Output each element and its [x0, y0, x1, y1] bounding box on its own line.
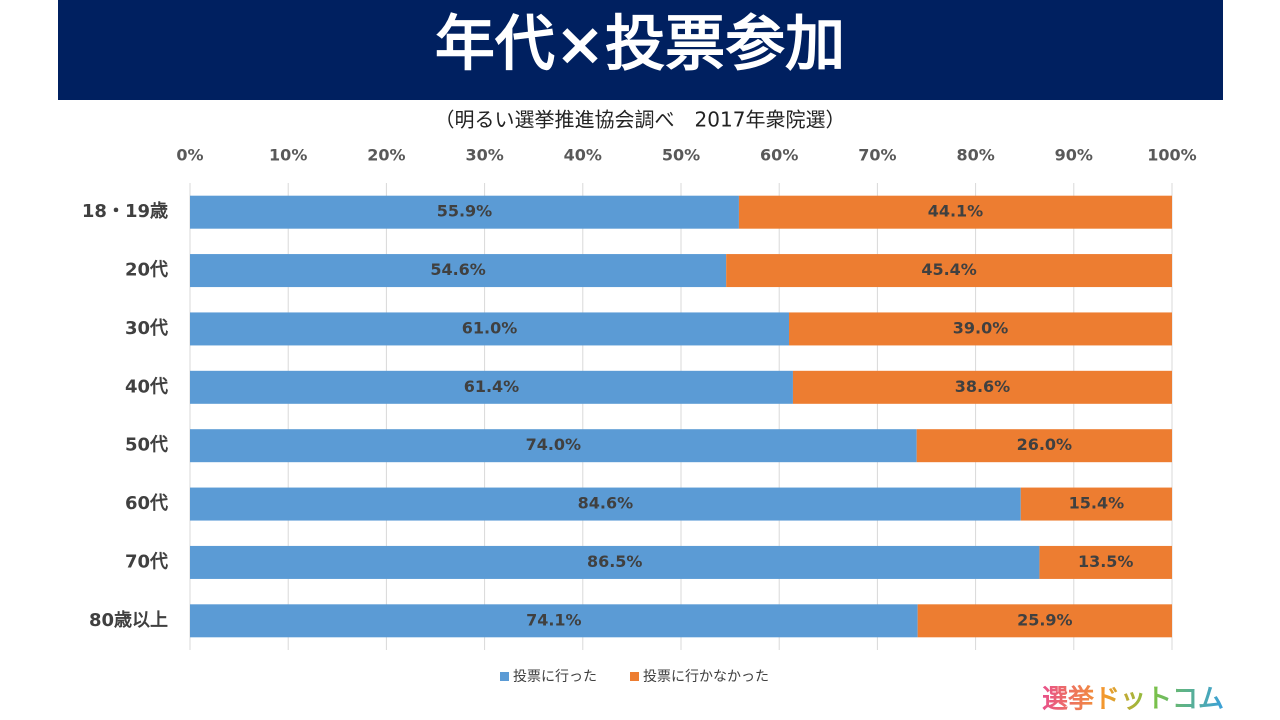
bar-segment [190, 604, 918, 638]
x-tick-label: 60% [760, 146, 798, 165]
y-tick-label: 50代 [125, 435, 168, 456]
data-label: 25.9% [1017, 610, 1073, 629]
x-tick-label: 0% [176, 146, 203, 165]
legend-label: 投票に行った [513, 669, 597, 685]
y-tick-label: 30代 [125, 318, 168, 339]
bar-segment [190, 487, 1021, 521]
bar-segment [190, 312, 790, 346]
data-label: 74.1% [526, 610, 582, 629]
data-label: 38.6% [955, 377, 1011, 396]
x-tick-label: 10% [269, 146, 307, 165]
data-label: 61.4% [464, 377, 520, 396]
data-label: 39.0% [953, 318, 1009, 337]
bar-segment [789, 312, 1172, 346]
data-label: 45.4% [921, 260, 977, 279]
x-tick-label: 40% [564, 146, 602, 165]
x-tick-label: 50% [662, 146, 700, 165]
bar-segment [726, 254, 1172, 288]
x-tick-label: 90% [1055, 146, 1093, 165]
data-label: 61.0% [462, 318, 518, 337]
bar-segment [190, 254, 727, 288]
y-tick-label: 18・19歳 [82, 201, 168, 222]
y-tick-label: 60代 [125, 493, 168, 514]
bar-segment [190, 545, 1040, 579]
data-label: 84.6% [578, 494, 634, 513]
bar-segment [190, 370, 793, 404]
y-tick-label: 40代 [125, 376, 168, 397]
chart-title: 年代×投票参加 [435, 10, 845, 80]
y-tick-label: 20代 [125, 260, 168, 281]
data-label: 44.1% [928, 202, 984, 221]
data-label: 54.6% [430, 260, 486, 279]
y-tick-label: 70代 [125, 551, 168, 572]
bar-segment [916, 429, 1172, 463]
bar-segment [792, 370, 1172, 404]
data-label: 74.0% [526, 435, 582, 454]
bar-segment [190, 429, 917, 463]
bar-segment [738, 195, 1172, 229]
data-label: 13.5% [1078, 552, 1134, 571]
bar-segment [917, 604, 1172, 638]
title-banner [58, 0, 1223, 100]
logo: 選挙ドットコム [1042, 685, 1224, 715]
x-tick-label: 30% [465, 146, 503, 165]
x-tick-label: 70% [858, 146, 896, 165]
bar-segment [190, 195, 739, 229]
x-tick-label: 100% [1147, 146, 1196, 165]
data-label: 26.0% [1017, 435, 1073, 454]
legend-swatch [500, 672, 509, 681]
legend-label: 投票に行かなかった [643, 669, 769, 685]
data-label: 15.4% [1069, 494, 1125, 513]
legend-swatch [630, 672, 639, 681]
data-label: 55.9% [437, 202, 493, 221]
x-tick-label: 20% [367, 146, 405, 165]
data-label: 86.5% [587, 552, 643, 571]
bar-segment [1020, 487, 1172, 521]
bar-segment [1039, 545, 1172, 579]
x-tick-label: 80% [956, 146, 994, 165]
chart-subtitle: （明るい選挙推進協会調べ 2017年衆院選） [435, 108, 846, 132]
y-tick-label: 80歳以上 [89, 610, 168, 631]
